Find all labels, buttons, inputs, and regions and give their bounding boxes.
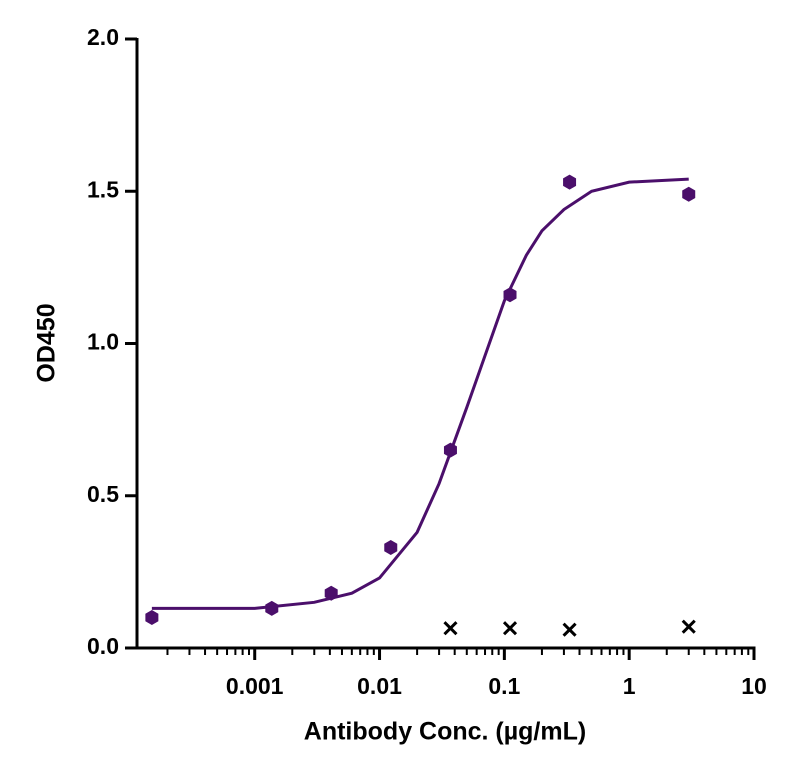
data-point bbox=[502, 621, 518, 636]
x-tick-label: 1 bbox=[623, 673, 636, 699]
y-tick-label: 1.5 bbox=[87, 176, 119, 202]
y-tick-label: 0.0 bbox=[87, 633, 119, 659]
fit-curve bbox=[151, 177, 689, 610]
y-axis-title: OD450 bbox=[33, 303, 61, 382]
data-point bbox=[384, 540, 398, 556]
x-tick-label: 0.001 bbox=[226, 673, 284, 699]
x-tick-label: 10 bbox=[741, 673, 767, 699]
x-axis-title: Antibody Conc. (µg/mL) bbox=[304, 718, 586, 746]
data-point bbox=[682, 186, 696, 202]
x-tick-label: 0.01 bbox=[357, 673, 402, 699]
y-tick-label: 0.5 bbox=[87, 481, 119, 507]
data-point bbox=[443, 442, 457, 458]
data-point bbox=[563, 174, 577, 190]
data-point bbox=[145, 610, 159, 626]
x-tick-label: 0.1 bbox=[488, 673, 520, 699]
data-point bbox=[681, 619, 696, 634]
data-point bbox=[503, 287, 517, 303]
y-tick-label: 1.0 bbox=[87, 329, 119, 355]
data-point bbox=[265, 600, 279, 616]
data-point bbox=[443, 621, 458, 636]
data-point bbox=[324, 585, 338, 601]
y-tick-label: 2.0 bbox=[87, 24, 119, 50]
data-point bbox=[562, 622, 577, 637]
